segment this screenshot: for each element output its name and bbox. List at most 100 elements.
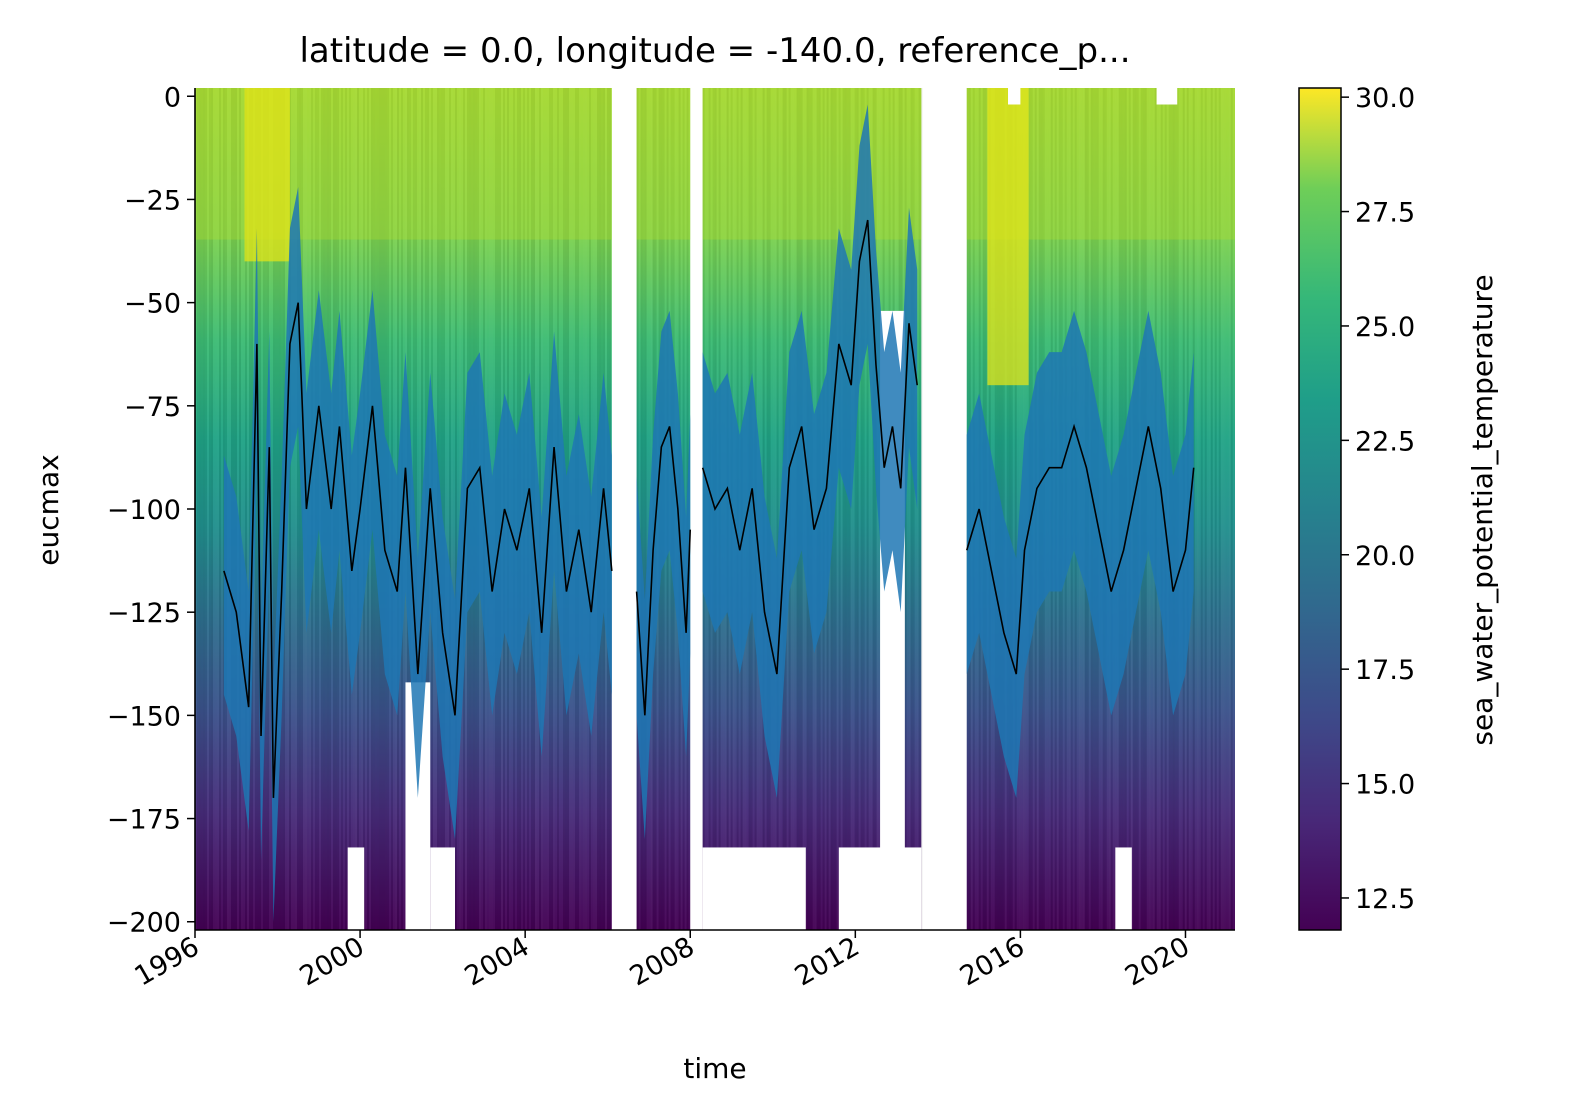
heatmap-stripe	[449, 88, 451, 930]
heatmap-stripe	[455, 88, 457, 930]
missing-data-block	[1008, 88, 1021, 105]
heatmap-stripe	[1230, 88, 1233, 930]
colorbar-gradient	[1298, 87, 1342, 931]
heatmap-stripe	[1014, 88, 1017, 930]
heatmap-stripe	[912, 88, 915, 930]
heatmap-stripe	[277, 88, 279, 930]
heatmap-warm-column	[244, 88, 290, 262]
heatmap-stripe	[297, 88, 299, 930]
missing-data-block	[702, 847, 806, 930]
heatmap-stripe	[247, 88, 249, 930]
colorbar-tick-label: 22.5	[1355, 426, 1415, 457]
eucmax-line	[965, 423, 1195, 675]
heatmap-stripe	[207, 88, 209, 930]
x-tick-label: 2012	[790, 931, 865, 992]
heatmap-stripe	[273, 88, 275, 930]
heatmap-stripe	[219, 88, 221, 930]
missing-data-block	[1115, 847, 1132, 930]
heatmap-stripe	[1216, 88, 1219, 930]
y-tick-label: −50	[124, 289, 181, 320]
y-tick-label: −150	[107, 701, 181, 732]
colorbar-tick-label: 20.0	[1355, 541, 1415, 572]
colorbar-tick-label: 30.0	[1355, 83, 1415, 114]
heatmap-stripe	[848, 88, 851, 930]
heatmap-stripe	[295, 88, 297, 930]
heatmap-stripe	[209, 88, 211, 930]
heatmap-stripe	[275, 88, 277, 930]
heatmap-stripe	[1208, 88, 1211, 930]
heatmap-stripe	[862, 88, 865, 930]
missing-data-block	[347, 847, 365, 930]
heatmap-stripe	[844, 88, 847, 930]
heatmap-stripe	[1006, 88, 1009, 930]
heatmap-stripe	[291, 88, 293, 930]
heatmap-stripe	[217, 88, 219, 930]
eucmax-envelope	[702, 104, 918, 798]
heatmap-stripe	[415, 88, 417, 930]
eucmax-line	[701, 219, 919, 675]
colorbar: 30.0 27.5 25.0 22.5 20.0 17.5 15.0 12.5	[1298, 83, 1415, 931]
heatmap-warm-band	[636, 88, 691, 240]
heatmap-warm-band	[702, 88, 922, 240]
y-axis-label: eucmax	[32, 454, 65, 565]
heatmap-stripe	[293, 88, 295, 930]
heatmap-stripe	[1235, 88, 1237, 930]
heatmap-stripe	[768, 88, 771, 930]
missing-data-block	[1156, 88, 1178, 105]
y-tick-label: −75	[124, 392, 181, 423]
heatmap-stripe	[255, 88, 257, 930]
eucmax-envelope	[223, 187, 612, 922]
y-tick-label: −25	[124, 185, 181, 216]
heatmap-stripe	[237, 88, 239, 930]
heatmap-stripe	[279, 88, 281, 930]
heatmap-stripe	[1200, 88, 1203, 930]
x-axis-label: time	[683, 1052, 746, 1085]
heatmap-stripe	[842, 88, 845, 930]
heatmap-stripe	[453, 88, 455, 930]
heatmap-stripe	[241, 88, 243, 930]
heatmap-stripe	[245, 88, 247, 930]
plot-area	[195, 88, 1237, 930]
heatmap-stripe	[1218, 88, 1221, 930]
heatmap-stripe	[776, 88, 779, 930]
heatmap-stripe	[1212, 88, 1215, 930]
y-tick-label: −100	[107, 495, 181, 526]
heatmap-stripe	[199, 88, 201, 930]
heatmap-stripe	[1214, 88, 1217, 930]
heatmap-stripe	[249, 88, 251, 930]
x-tick-label: 2020	[1120, 931, 1195, 992]
heatmap-stripe	[774, 88, 777, 930]
colorbar-tick-label: 25.0	[1355, 312, 1415, 343]
x-tick-label: 2004	[460, 931, 535, 992]
eucmax-envelope	[636, 310, 691, 840]
heatmap-stripe	[642, 88, 645, 930]
heatmap-stripe	[872, 88, 875, 930]
heatmap-stripe	[1210, 88, 1213, 930]
heatmap-stripe	[541, 88, 543, 930]
heatmap-stripe	[215, 88, 217, 930]
heatmap-stripe	[419, 88, 421, 930]
eucmax-envelope	[966, 310, 1194, 798]
y-tick-label: −175	[107, 805, 181, 836]
colorbar-tick-label: 12.5	[1355, 884, 1415, 915]
heatmap-stripe	[259, 88, 261, 930]
heatmap-stripe	[684, 88, 687, 930]
heatmap-stripe	[874, 88, 877, 930]
x-tick-label: 1996	[129, 931, 204, 992]
heatmap-stripe	[1196, 88, 1199, 930]
heatmap-stripe	[451, 88, 453, 930]
y-tick-label: −125	[107, 598, 181, 629]
heatmap-stripe	[910, 88, 913, 930]
heatmap-stripe	[197, 88, 199, 930]
x-tick-label: 2016	[955, 931, 1030, 992]
heatmap-stripe	[203, 88, 205, 930]
heatmap-stripe	[834, 88, 837, 930]
heatmap-stripe	[916, 88, 919, 930]
y-tick-label: 0	[164, 82, 181, 113]
heatmap-stripe	[860, 88, 863, 930]
heatmap-stripe	[201, 88, 203, 930]
heatmap-stripe	[1222, 88, 1225, 930]
heatmap-stripe	[205, 88, 207, 930]
heatmap-stripe	[846, 88, 849, 930]
